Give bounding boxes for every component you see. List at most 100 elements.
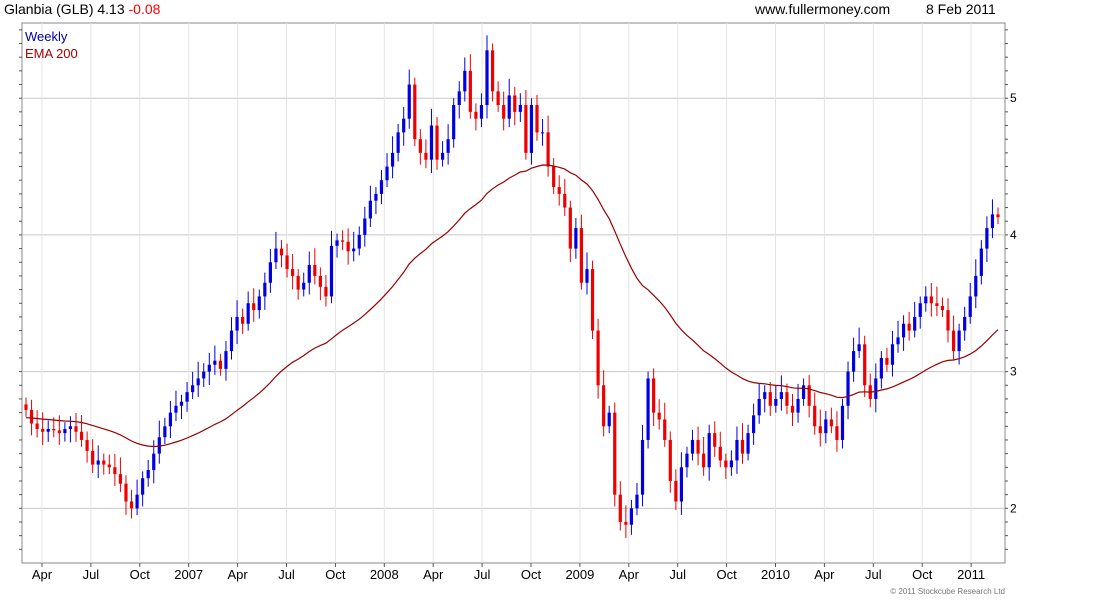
candle-body — [468, 70, 472, 112]
candle-body — [74, 426, 78, 432]
candle-body — [207, 364, 211, 372]
candle-body — [113, 467, 117, 475]
candle-body — [224, 351, 228, 369]
candle-body — [313, 264, 317, 276]
x-tick-label: 2010 — [761, 567, 790, 582]
candle-body — [757, 398, 761, 416]
candle-body — [68, 426, 73, 430]
candle-body — [668, 439, 672, 481]
candle-body — [302, 282, 306, 290]
candle-body — [935, 303, 939, 306]
candle-body — [124, 483, 128, 502]
candle-body — [957, 330, 961, 352]
candle-body — [768, 392, 772, 406]
candle-body — [374, 193, 378, 201]
candle-body — [446, 139, 450, 153]
candle-body — [135, 494, 139, 509]
candle-body — [529, 105, 534, 153]
x-tick-label: 2008 — [370, 567, 399, 582]
candle-body — [424, 152, 428, 160]
x-tick-label: Jul — [865, 567, 882, 582]
candle-body — [540, 132, 545, 134]
candle-body — [946, 310, 950, 331]
candle-body — [335, 240, 339, 246]
candle-body — [824, 419, 828, 434]
candle-body — [235, 316, 239, 331]
legend-ema: EMA 200 — [25, 46, 78, 61]
candle-body — [729, 460, 733, 468]
candle-body — [752, 415, 756, 434]
y-tick-label: 5 — [1010, 91, 1017, 105]
candle-body — [363, 218, 367, 235]
candle-body — [85, 439, 89, 451]
candle-body — [324, 286, 328, 297]
candle-body — [713, 433, 717, 447]
candle-body — [46, 429, 50, 432]
candle-body — [746, 433, 750, 454]
candle-body — [929, 296, 933, 304]
copyright-note: © 2011 Stockcube Research Ltd — [890, 587, 1005, 596]
candle-body — [874, 378, 878, 399]
candle-body — [285, 255, 289, 270]
candle-body — [568, 207, 572, 249]
candle-body — [274, 248, 278, 263]
candle-body — [640, 439, 645, 495]
x-tick-label: Oct — [130, 567, 151, 582]
candle-body — [102, 460, 106, 465]
candle-body — [707, 433, 711, 468]
candle-body — [968, 296, 972, 317]
candle-body — [851, 351, 856, 372]
x-tick-label: Jul — [669, 567, 686, 582]
candle-body — [257, 296, 261, 311]
candle-body — [241, 316, 245, 324]
x-tick-label: Apr — [619, 567, 640, 582]
candle-body — [296, 275, 300, 290]
candle-body — [585, 269, 589, 283]
candle-body — [268, 262, 272, 283]
candle-body — [679, 467, 684, 502]
candle-body — [618, 494, 622, 522]
x-tick-label: 2011 — [957, 567, 985, 582]
candle-body — [191, 385, 195, 393]
candle-body — [535, 105, 539, 133]
y-tick-label: 2 — [1010, 501, 1017, 515]
candle-body — [785, 392, 789, 406]
candle-body — [602, 385, 606, 427]
candle-body — [913, 316, 917, 331]
candle-body — [379, 180, 384, 194]
candle-body — [340, 240, 345, 242]
candle-body — [940, 305, 945, 311]
candle-body — [779, 392, 783, 399]
candle-body — [440, 152, 445, 160]
candle-body — [702, 453, 706, 468]
candle-body — [202, 371, 206, 379]
candle-body — [107, 464, 111, 468]
candle-body — [507, 95, 511, 119]
candle-body — [796, 398, 800, 413]
source-site[interactable]: www.fullermoney.com — [755, 1, 891, 17]
candle-body — [857, 344, 861, 352]
candle-body — [368, 200, 372, 219]
candle-body — [690, 439, 695, 454]
candle-body — [474, 111, 478, 119]
candle-body — [307, 264, 311, 283]
x-tick-label: Apr — [32, 567, 53, 582]
candle-body — [24, 404, 28, 410]
price-change: -0.08 — [128, 1, 161, 17]
candle-body — [490, 50, 495, 92]
candle-body — [196, 378, 200, 386]
chart-title: Glanbia (GLB) 4.13 -0.08 — [4, 1, 160, 17]
x-tick-label: 2009 — [565, 567, 594, 582]
y-tick-label: 3 — [1010, 365, 1017, 379]
candle-body — [740, 439, 745, 454]
candle-body — [496, 91, 500, 106]
candle-body — [435, 125, 439, 160]
candle-body — [613, 412, 617, 495]
candle-body — [685, 453, 689, 468]
candle-body — [385, 166, 389, 181]
candle-body — [246, 303, 250, 324]
candle-body — [652, 378, 656, 413]
candle-body — [29, 409, 34, 424]
x-tick-label: Jul — [83, 567, 100, 582]
candle-body — [663, 419, 667, 440]
